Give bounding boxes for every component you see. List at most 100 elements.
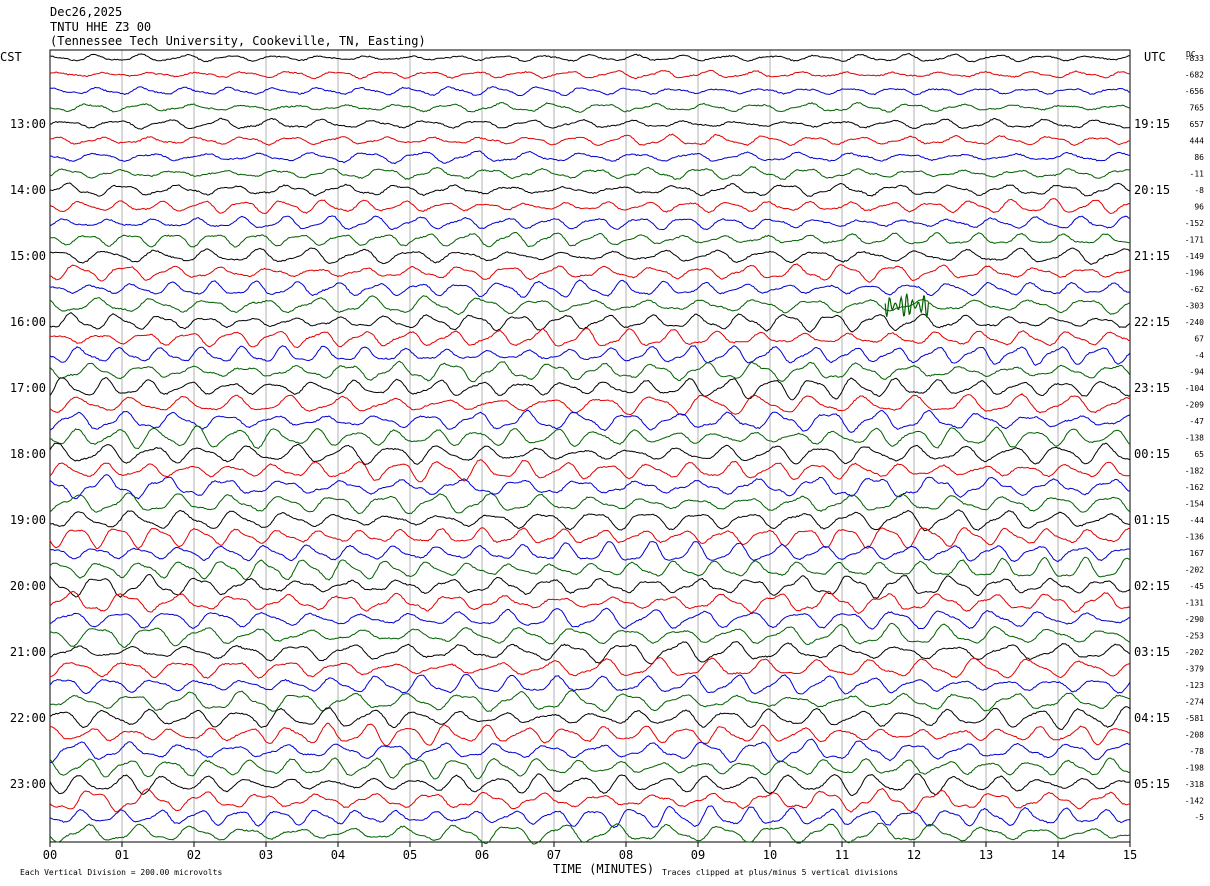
seismic-trace [49, 492, 1131, 515]
seismic-trace [49, 527, 1131, 550]
header-location: (Tennessee Tech University, Cookeville, … [50, 34, 426, 48]
cst-time-label: 17:00 [10, 381, 46, 395]
dc-label: DC [1186, 50, 1196, 59]
dc-offset-label: -47 [1190, 417, 1205, 426]
seismic-trace [49, 722, 1131, 747]
dc-offset-label: -142 [1185, 797, 1204, 806]
dc-offset-label: -682 [1185, 71, 1204, 80]
seismic-trace [49, 327, 1131, 349]
header-station: TNTU HHE Z3 00 [50, 20, 151, 34]
x-tick-label: 01 [115, 848, 129, 862]
x-tick-label: 14 [1051, 848, 1065, 862]
seismic-trace [49, 822, 1131, 845]
dc-offset-label: -62 [1190, 285, 1205, 294]
seismic-trace [49, 85, 1131, 97]
dc-offset-label: -253 [1185, 632, 1204, 641]
seismic-trace [49, 263, 1131, 283]
seismic-trace [49, 540, 1130, 563]
minute-gridlines [49, 50, 1131, 847]
seismic-trace [49, 607, 1131, 630]
right-axis-label: UTC [1144, 50, 1166, 64]
dc-offset-label: -11 [1190, 170, 1205, 179]
utc-time-label: 00:15 [1134, 447, 1170, 461]
seismic-trace [49, 556, 1131, 581]
dc-offset-label: -379 [1185, 665, 1204, 674]
seismic-trace [49, 360, 1131, 383]
dc-offset-label: 167 [1190, 549, 1205, 558]
seismic-trace [49, 198, 1131, 215]
utc-time-label: 01:15 [1134, 513, 1170, 527]
dc-offset-labels: -833 -682 -656 765 657 444 86 -11 -8 96 -152 -171 -1… [1185, 54, 1204, 822]
utc-time-label: 02:15 [1134, 579, 1170, 593]
dc-offset-label: -240 [1185, 318, 1204, 327]
dc-offset-label: -209 [1185, 401, 1204, 410]
seismic-trace [49, 53, 1131, 63]
dc-offset-label: 657 [1190, 120, 1205, 129]
dc-offset-label: -152 [1185, 219, 1204, 228]
x-tick-label: 15 [1123, 848, 1137, 862]
seismic-trace [49, 622, 1131, 648]
dc-offset-label: -274 [1185, 698, 1204, 707]
cst-time-label: 18:00 [10, 447, 46, 461]
seismic-trace [49, 738, 1131, 764]
dc-offset-label: -202 [1185, 648, 1204, 657]
dc-offset-label: -136 [1185, 533, 1204, 542]
x-tick-label: 00 [43, 848, 57, 862]
dc-offset-label: -78 [1190, 747, 1205, 756]
seismic-trace [49, 409, 1131, 433]
cst-time-label: 22:00 [10, 711, 46, 725]
x-tick-label: 08 [619, 848, 633, 862]
x-axis-label: TIME (MINUTES) [553, 862, 654, 876]
seismic-trace [50, 247, 1131, 265]
seismic-trace [49, 133, 1131, 147]
x-tick-label: 11 [835, 848, 849, 862]
seismic-trace [49, 689, 1131, 712]
x-tick-label: 05 [403, 848, 417, 862]
dc-offset-label: 444 [1190, 137, 1205, 146]
dc-offset-label: -138 [1185, 434, 1204, 443]
x-tick-label: 09 [691, 848, 705, 862]
dc-offset-label: -162 [1185, 483, 1204, 492]
seismic-trace [49, 673, 1131, 695]
seismic-trace [49, 69, 1131, 80]
header-date: Dec26,2025 [50, 5, 122, 19]
seismic-trace [49, 773, 1131, 797]
seismic-trace [49, 345, 1131, 366]
cst-time-label: 19:00 [10, 513, 46, 527]
seismic-trace [49, 295, 1131, 316]
dc-offset-label: -123 [1185, 681, 1204, 690]
dc-offset-label: -5 [1194, 813, 1204, 822]
seismic-trace [49, 474, 1131, 500]
cst-time-label: 15:00 [10, 249, 46, 263]
dc-offset-label: -44 [1190, 516, 1205, 525]
utc-time-label: 23:15 [1134, 381, 1170, 395]
dc-offset-label: -581 [1185, 714, 1204, 723]
cst-time-label: 21:00 [10, 645, 46, 659]
utc-time-label: 04:15 [1134, 711, 1170, 725]
seismic-trace [49, 279, 1131, 298]
dc-offset-label: -318 [1185, 780, 1204, 789]
dc-offset-label: -94 [1190, 368, 1205, 377]
x-tick-label: 12 [907, 848, 921, 862]
dc-offset-label: -131 [1185, 599, 1204, 608]
seismic-traces [49, 53, 1131, 845]
dc-offset-label: -4 [1194, 351, 1204, 360]
dc-offset-label: -656 [1185, 87, 1204, 96]
seismic-trace [49, 150, 1131, 165]
seismic-trace [49, 641, 1131, 665]
cst-time-label: 14:00 [10, 183, 46, 197]
dc-offset-label: -149 [1185, 252, 1204, 261]
scale-note: Each Vertical Division = 200.00 microvol… [20, 868, 222, 877]
seismic-trace [49, 657, 1131, 679]
utc-time-label: 21:15 [1134, 249, 1170, 263]
dc-offset-label: 86 [1194, 153, 1204, 162]
seismic-trace [49, 101, 1131, 113]
x-tick-label: 03 [259, 848, 273, 862]
seismic-event-burst [884, 293, 929, 318]
x-tick-label: 07 [547, 848, 561, 862]
x-tick-label: 02 [187, 848, 201, 862]
cst-time-label: 20:00 [10, 579, 46, 593]
seismic-trace [49, 425, 1131, 450]
dc-offset-label: -154 [1185, 500, 1204, 509]
